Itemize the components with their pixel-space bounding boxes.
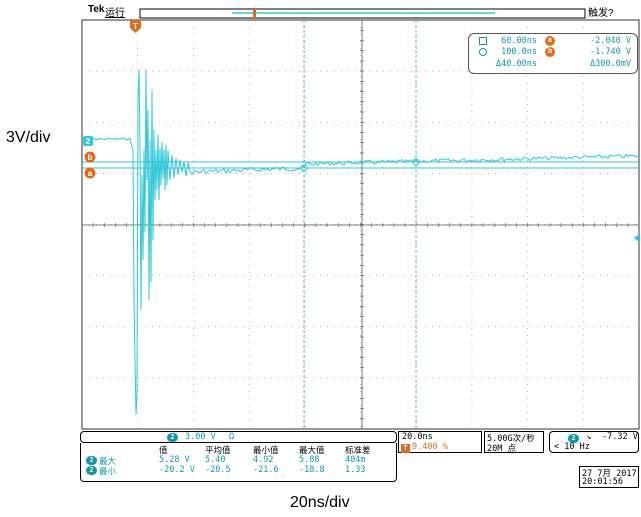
channel-2-marker[interactable]: 2 (83, 136, 93, 146)
cursor-b-time: 100.0ns (501, 47, 537, 57)
trigger-position-marker[interactable]: T (130, 20, 141, 33)
row-min-min: -21.6 (253, 465, 279, 475)
acquisition-panel[interactable]: 5.00G次/秒 20M 点 (484, 431, 544, 454)
trigger-level-arrow[interactable] (634, 234, 639, 242)
vscale-value: 3.00 V (185, 432, 216, 442)
vscale-channel-badge: 2 (167, 433, 178, 442)
cursor-a-readout-badge: a (545, 36, 555, 46)
trigger-frequency: < 10 Hz (554, 442, 590, 452)
svg-text:b: b (88, 153, 93, 162)
row-max-channel-badge: 2 (86, 456, 97, 465)
vertical-scale-bar[interactable]: 2 3.00 V Ω (80, 431, 397, 443)
svg-text:T: T (133, 22, 138, 31)
trigger-channel-badge: 2 (568, 434, 579, 443)
cursor-intersection-a (300, 164, 308, 172)
header-mean: 平均值 (205, 446, 231, 456)
datetime-panel: 27 7月 2017 20:01:56 (579, 466, 639, 488)
row-min-value: -20.2 V (159, 465, 195, 475)
channel-2-waveform (81, 69, 639, 415)
cursor-b-marker[interactable]: b (84, 151, 96, 163)
cursor-a-voltage: -2.040 V (590, 36, 631, 46)
row-max-max: 5.88 (299, 455, 320, 465)
cursor-b-readout-badge: b (545, 47, 555, 57)
measurement-table: 值 平均值 最小值 最大值 标准差 2 最大 5.28 V 5.40 4.92 … (80, 443, 397, 482)
row-min-channel-badge: 2 (86, 466, 97, 475)
time-display: 20:01:56 (582, 477, 623, 487)
date-display: 27 7月 2017 (582, 469, 637, 479)
time-per-div-annotation: 20ns/div (290, 494, 350, 511)
row-min-stddev: 1.33 (345, 465, 366, 475)
row-max-stddev: 404m (345, 455, 366, 465)
trigger-level: -7.32 V (602, 432, 638, 442)
cursor-delta-voltage: Δ300.0mV (590, 59, 631, 69)
row-min-label: 最小 (99, 467, 117, 477)
row-max-mean: 5.40 (205, 455, 226, 465)
timebase-panel[interactable]: 20.0ns T 9.400 % (398, 431, 482, 453)
timebase-scale: 20.0ns (402, 432, 433, 442)
cursor-delta-time: Δ40.00ns (496, 59, 537, 69)
header-stddev: 标准差 (345, 446, 371, 456)
cursor-a-marker[interactable]: a (84, 167, 96, 179)
svg-text:a: a (88, 169, 93, 178)
trigger-status: 触发? (588, 8, 614, 19)
trigger-slope-icon: ↘ (586, 432, 592, 442)
vscale-coupling-icon: Ω (229, 432, 235, 442)
record-view-position[interactable] (253, 9, 256, 18)
cursor-a-square-icon (479, 37, 487, 45)
trigger-panel[interactable]: 2 ↘ -7.32 V < 10 Hz (549, 431, 639, 453)
row-min-max: -18.8 (299, 465, 325, 475)
cursor-a-time: 60.00ns (501, 36, 537, 46)
trigger-position-icon: T (401, 444, 410, 453)
brand-logo: Tek (88, 4, 105, 15)
record-length: 20M 点 (487, 444, 516, 454)
header-min: 最小值 (253, 446, 279, 456)
svg-text:2: 2 (86, 137, 91, 146)
volts-per-div-annotation: 3V/div (6, 129, 51, 146)
header-value: 值 (159, 446, 168, 456)
run-state-indicator[interactable]: 运行 (105, 8, 125, 19)
cursor-b-circle-icon (479, 48, 487, 56)
row-max-min: 4.92 (253, 455, 274, 465)
sample-rate: 5.00G次/秒 (487, 434, 535, 444)
row-max-label: 最大 (99, 457, 117, 467)
header-max: 最大值 (299, 446, 325, 456)
row-max-value: 5.28 V (159, 455, 190, 465)
trigger-position-percent: 9.400 % (412, 442, 448, 452)
cursor-b-voltage: -1.740 V (590, 47, 631, 57)
cursor-readout-panel: 60.00ns 100.0ns Δ40.00ns a b -2.040 V -1… (468, 33, 638, 74)
graticule-grid (81, 19, 640, 429)
row-min-mean: -20.5 (205, 465, 231, 475)
